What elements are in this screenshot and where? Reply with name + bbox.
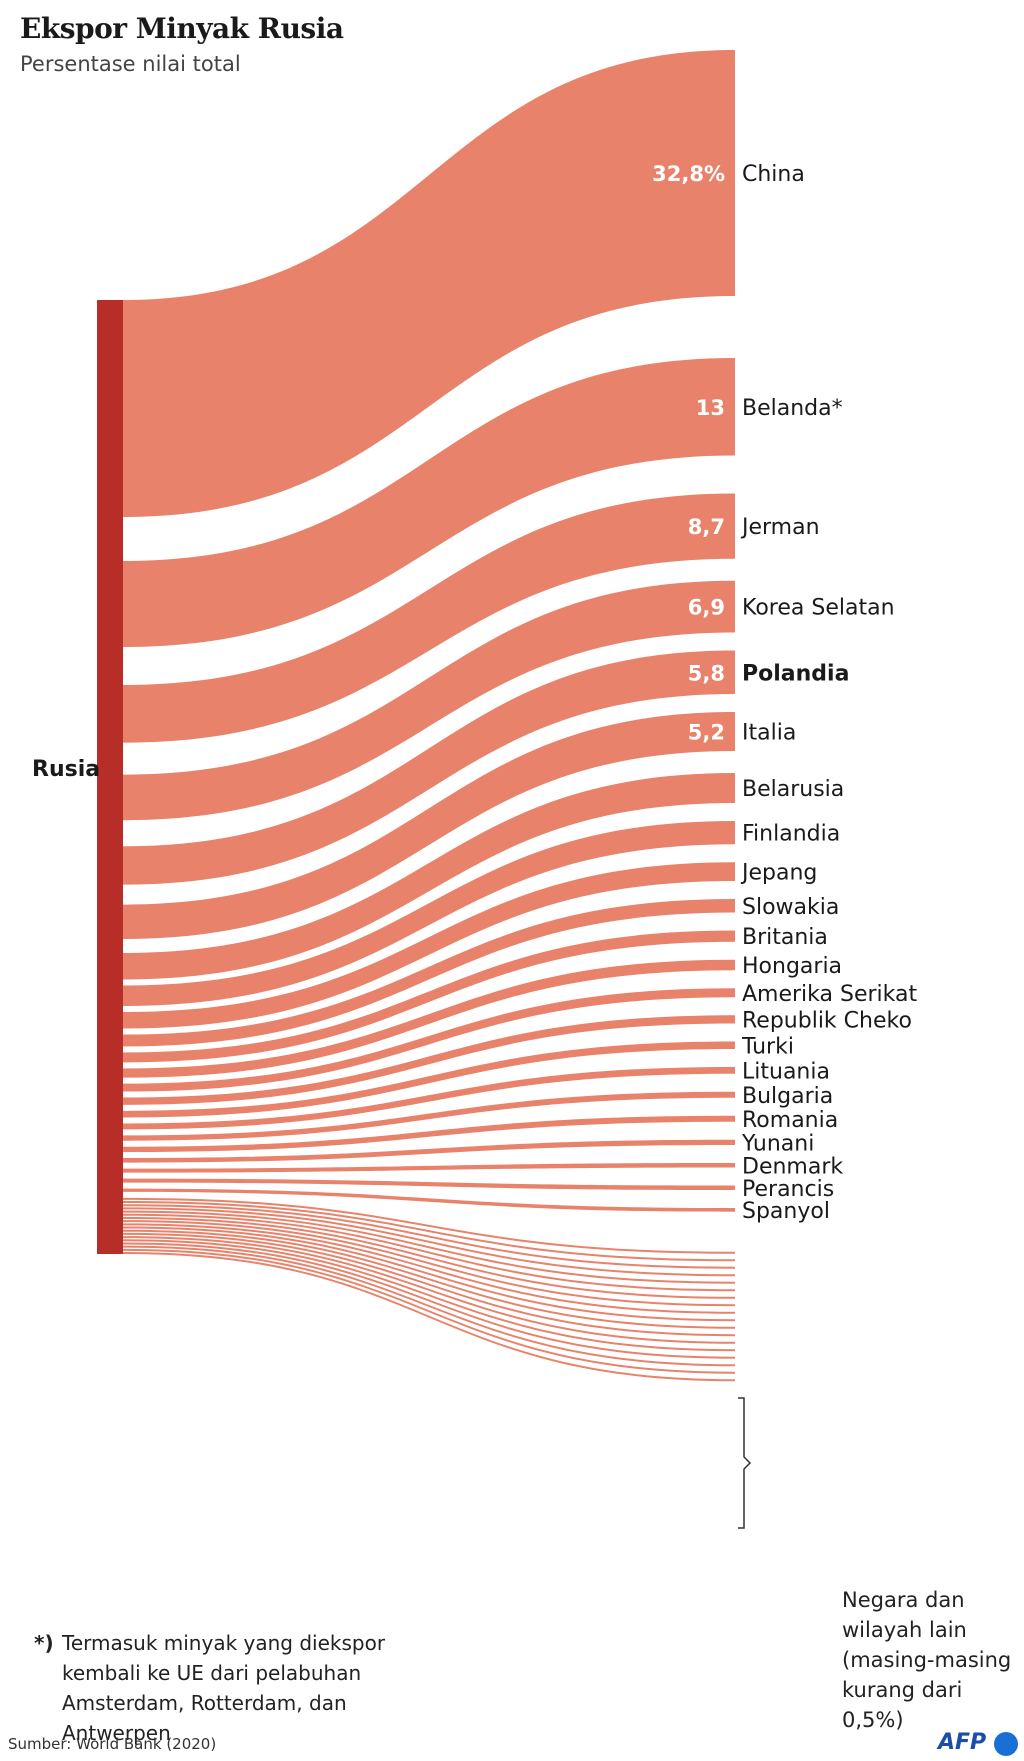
country-label: Finlandia	[742, 822, 840, 847]
flow-other	[123, 1216, 735, 1299]
flow-amerika-serikat	[123, 988, 735, 1092]
flow-other	[123, 1239, 735, 1352]
flow-finlandia	[123, 821, 735, 1006]
flow-other	[123, 1242, 735, 1359]
flow-lituania	[123, 1067, 735, 1130]
flow-other	[123, 1229, 735, 1329]
country-label: Bulgaria	[742, 1084, 833, 1109]
flow-value-label: 5,2	[688, 721, 725, 745]
flow-other	[123, 1252, 735, 1382]
country-label: China	[742, 162, 805, 187]
flow-other	[123, 1207, 735, 1277]
flow-value-label: 13	[696, 396, 725, 420]
afp-logo: AFP	[938, 1730, 987, 1755]
flow-belanda	[123, 358, 735, 648]
flow-belarusia	[123, 773, 735, 980]
country-label: Romania	[742, 1108, 838, 1133]
flow-polandia	[123, 650, 735, 885]
chart-title: Ekspor Minyak Rusia	[20, 12, 344, 45]
other-line: kurang dari 0,5%)	[842, 1678, 963, 1732]
other-line: Negara dan	[842, 1588, 965, 1612]
country-label: Korea Selatan	[742, 596, 895, 621]
flow-bulgaria	[123, 1091, 735, 1141]
flow-other	[123, 1245, 735, 1367]
flow-jerman	[123, 493, 735, 743]
label-group: 32,8% China 13 Belanda* 8,7 Jerman 6,9 Korea Se…	[652, 162, 917, 1529]
country-label: Lituania	[742, 1059, 830, 1084]
source-label: Rusia	[32, 757, 100, 782]
source-bar-group: Rusia	[32, 300, 123, 1254]
footnote-line: Amsterdam, Rotterdam, dan Antwerpen	[62, 1691, 347, 1745]
flow-value-label: 8,7	[688, 515, 725, 539]
footnote-line: kembali ke UE dari pelabuhan	[62, 1661, 362, 1685]
flow-turki	[123, 1041, 735, 1118]
flow-korea-selatan	[123, 580, 735, 821]
flow-denmark	[123, 1163, 735, 1173]
sankey-chart: Rusia 32,8% China 13 Belanda* 8,7 Jerman 6,9 Ko…	[32, 50, 917, 1529]
flow-britania	[123, 930, 735, 1063]
flow-value-label: 32,8%	[652, 162, 725, 186]
flow-hongaria	[123, 959, 735, 1078]
flow-yunani	[123, 1139, 735, 1163]
flow-spanyol	[123, 1188, 735, 1212]
flow-other	[123, 1248, 735, 1374]
other-countries-label: Negara dan wilayah lain (masing-masing k…	[842, 1585, 1022, 1735]
country-label: Republik Cheko	[742, 1008, 912, 1033]
source-bar	[97, 300, 123, 1254]
flow-other	[123, 1204, 735, 1269]
other-bracket-icon	[738, 1397, 752, 1529]
flow-jepang	[123, 862, 735, 1029]
chart-subtitle: Persentase nilai total	[20, 52, 241, 76]
country-label: Italia	[742, 721, 796, 746]
country-label: Belanda*	[742, 396, 843, 421]
source-credit: Sumber: World Bank (2020)	[8, 1735, 217, 1753]
flow-group	[123, 50, 735, 1382]
flow-other	[123, 1201, 735, 1262]
country-label: Britania	[742, 925, 828, 950]
flow-other	[123, 1220, 735, 1307]
flow-italia	[123, 712, 735, 940]
country-label: Jerman	[740, 515, 820, 540]
other-line: (masing-masing	[842, 1648, 1012, 1672]
flow-slowakia	[123, 899, 735, 1047]
country-label: Slowakia	[742, 895, 839, 920]
flow-value-label: 6,9	[688, 596, 725, 620]
country-label: Perancis	[742, 1177, 834, 1202]
flow-other	[123, 1236, 735, 1344]
footnote-line: Termasuk minyak yang diekspor	[62, 1631, 386, 1655]
footnote: *) Termasuk minyak yang diekspor kembali…	[34, 1628, 434, 1748]
country-label: Turki	[741, 1034, 794, 1059]
country-label: Yunani	[741, 1131, 814, 1156]
flow-other	[123, 1213, 735, 1292]
flow-perancis	[123, 1178, 735, 1190]
flow-republik-cheko	[123, 1015, 735, 1105]
flow-other	[123, 1232, 735, 1337]
footnote-mark: *)	[34, 1631, 54, 1655]
country-label: Jepang	[740, 861, 817, 886]
flow-romania	[123, 1115, 735, 1152]
flow-other	[123, 1210, 735, 1284]
country-label: Denmark	[742, 1154, 843, 1179]
flow-value-label: 5,8	[688, 661, 725, 685]
country-label: Belarusia	[742, 777, 844, 802]
other-line: wilayah lain	[842, 1618, 967, 1642]
country-label: Spanyol	[742, 1199, 830, 1224]
afp-logo-dot-icon	[994, 1732, 1018, 1756]
flow-other	[123, 1226, 735, 1322]
country-label: Hongaria	[742, 954, 842, 979]
flow-other	[123, 1197, 735, 1254]
country-label: Amerika Serikat	[742, 982, 917, 1007]
country-label: Polandia	[742, 661, 849, 686]
flow-china	[123, 50, 735, 518]
flow-other	[123, 1223, 735, 1314]
